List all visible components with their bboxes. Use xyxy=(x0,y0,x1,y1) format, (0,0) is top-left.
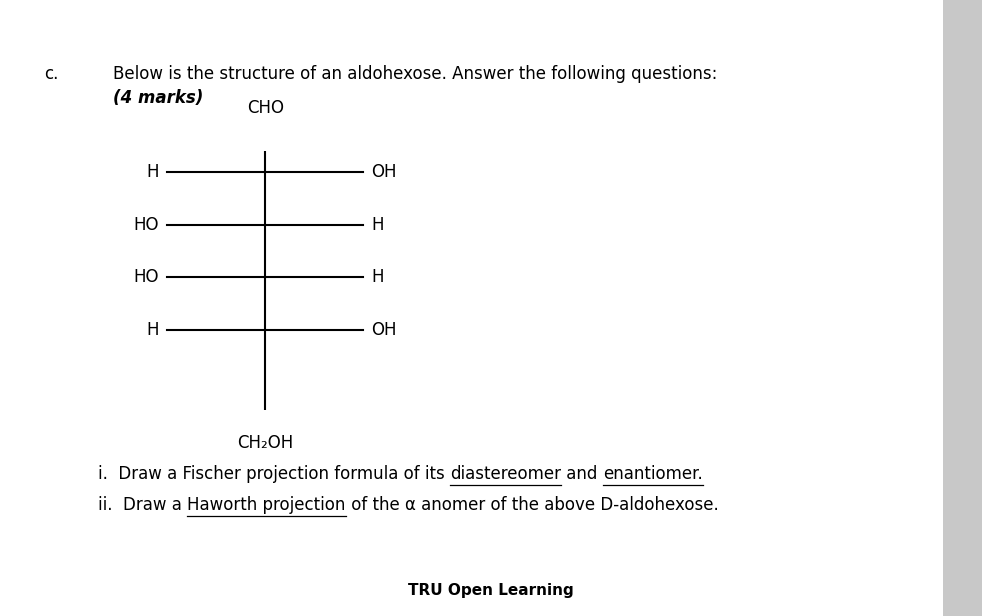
Text: H: H xyxy=(371,216,384,234)
Text: CH₂OH: CH₂OH xyxy=(237,434,294,452)
Text: (4 marks): (4 marks) xyxy=(113,89,203,107)
Bar xyxy=(943,0,982,616)
Text: CHO: CHO xyxy=(246,99,284,117)
Text: OH: OH xyxy=(371,163,397,182)
Text: diastereomer: diastereomer xyxy=(450,465,561,483)
Text: i.  Draw a Fischer projection formula of its: i. Draw a Fischer projection formula of … xyxy=(98,465,450,483)
Text: H: H xyxy=(371,268,384,286)
Text: Haworth projection: Haworth projection xyxy=(188,496,346,514)
Text: ii.  Draw a: ii. Draw a xyxy=(98,496,188,514)
Text: of the α anomer of the above D-aldohexose.: of the α anomer of the above D-aldohexos… xyxy=(346,496,719,514)
Text: HO: HO xyxy=(134,268,159,286)
Text: TRU Open Learning: TRU Open Learning xyxy=(409,583,573,598)
Text: OH: OH xyxy=(371,320,397,339)
Text: H: H xyxy=(146,163,159,182)
Text: and: and xyxy=(561,465,603,483)
Text: c.: c. xyxy=(44,65,59,83)
Text: Below is the structure of an aldohexose. Answer the following questions:: Below is the structure of an aldohexose.… xyxy=(113,65,717,83)
Text: H: H xyxy=(146,320,159,339)
Text: enantiomer.: enantiomer. xyxy=(603,465,702,483)
Text: HO: HO xyxy=(134,216,159,234)
